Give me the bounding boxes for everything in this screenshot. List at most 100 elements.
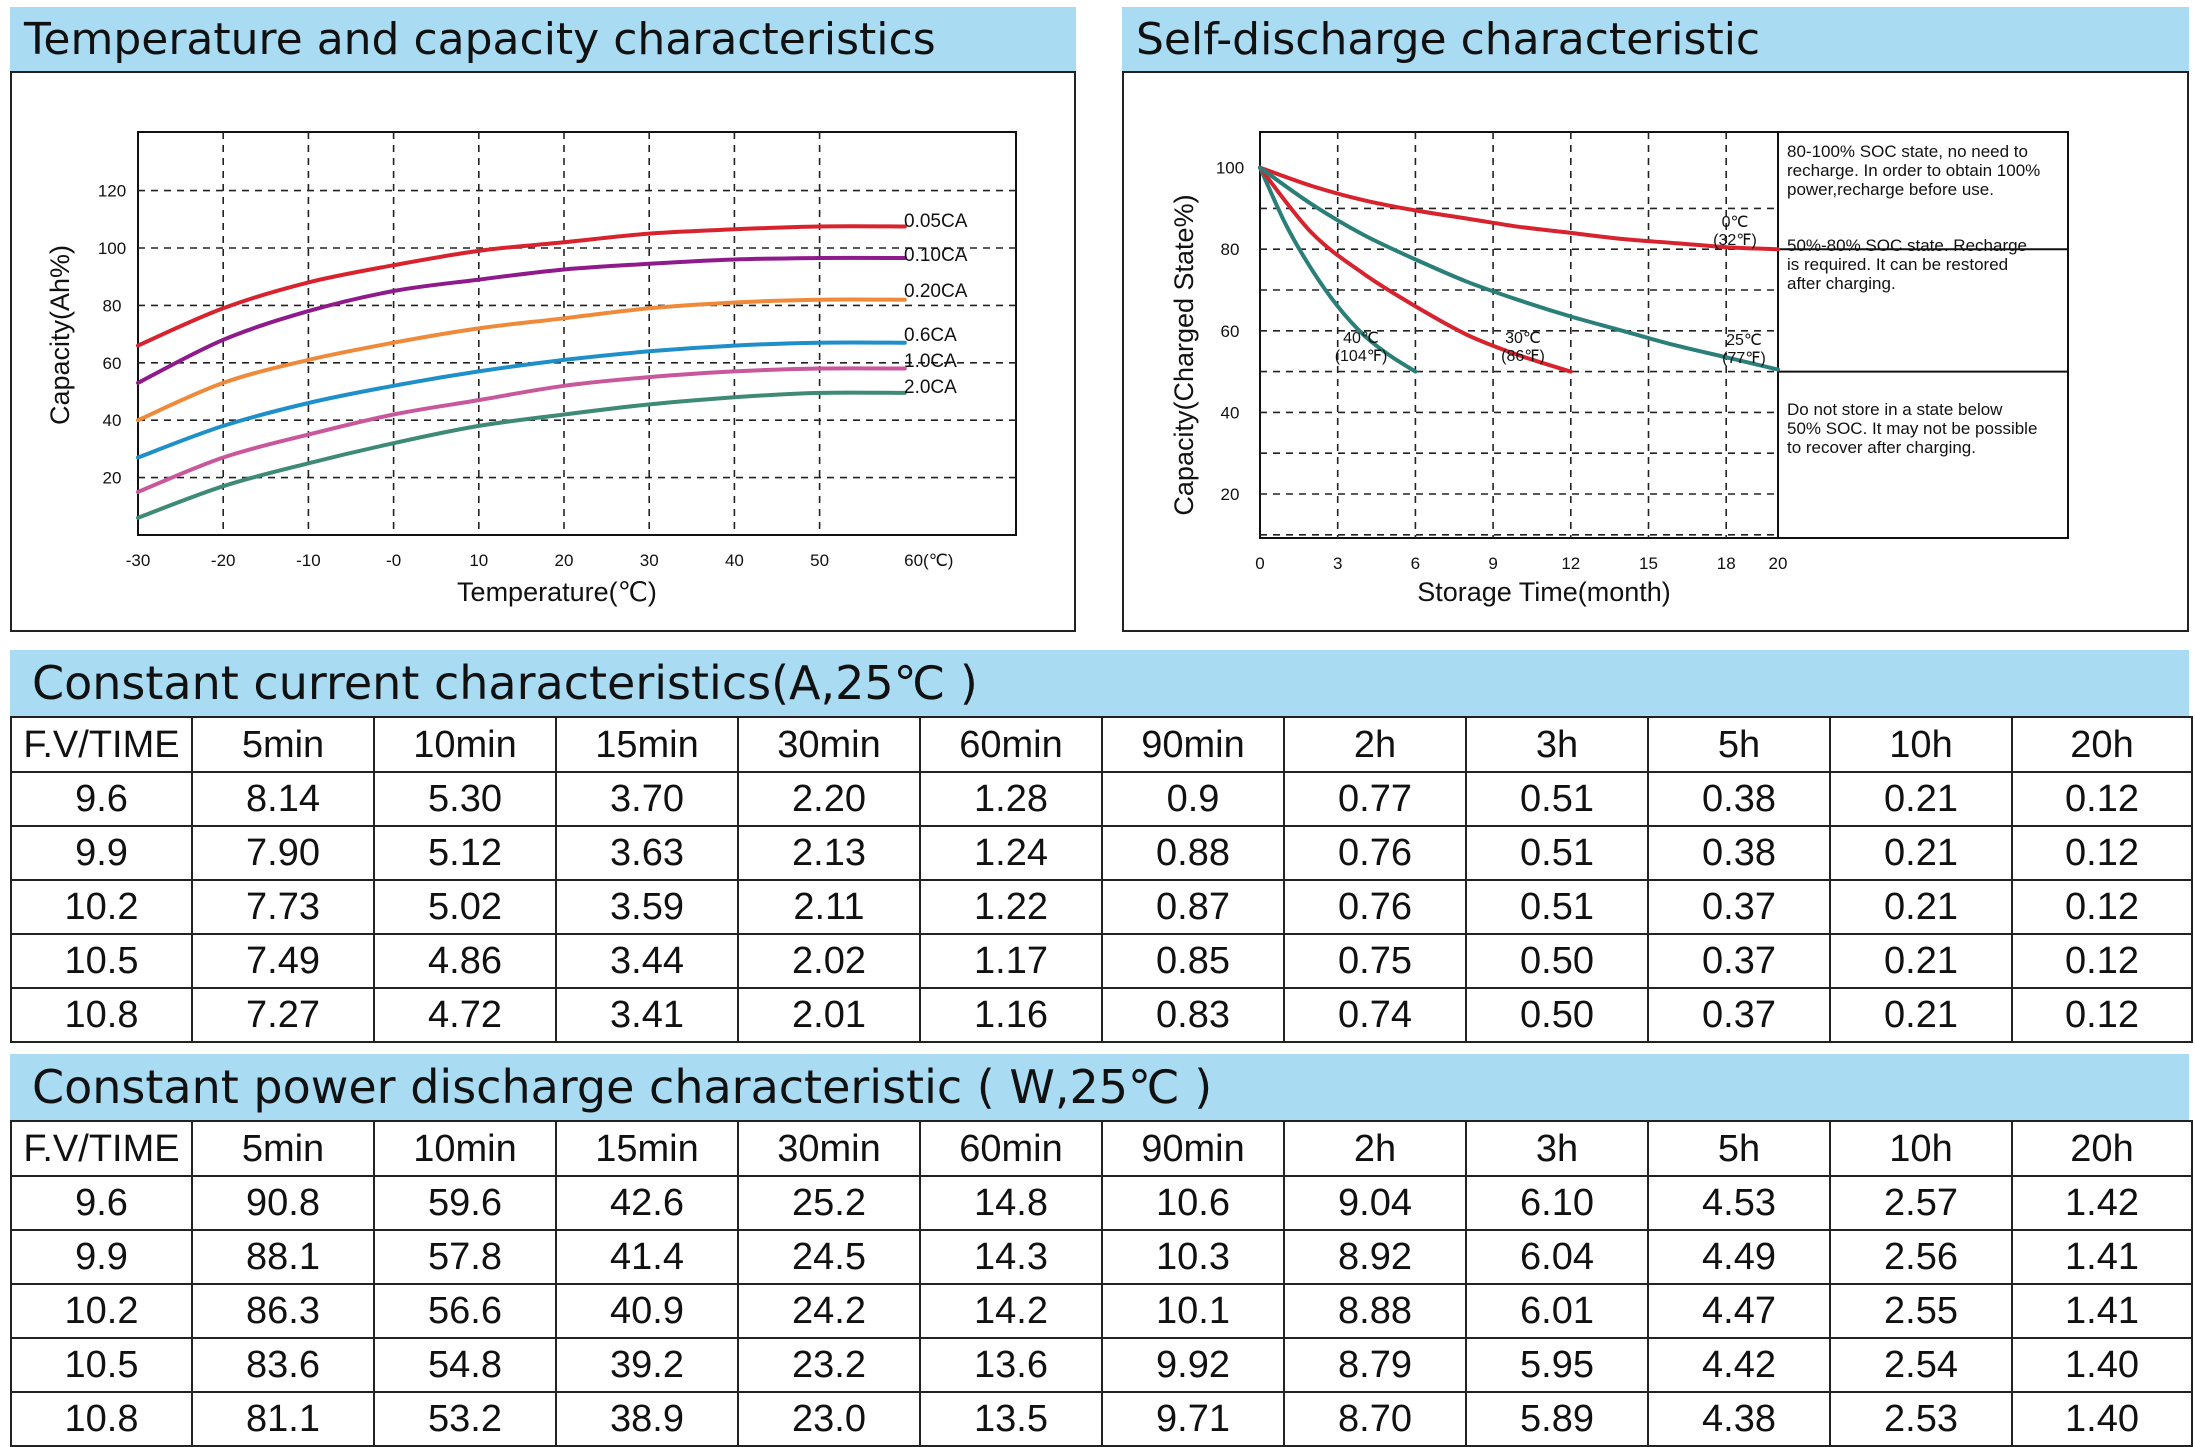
cp-title: Constant power discharge characteristic …	[32, 1060, 1213, 1114]
plot-frame	[137, 131, 1017, 536]
value-cell: 8.92	[1283, 1229, 1467, 1285]
value-cell: 0.50	[1465, 933, 1649, 989]
header-cell: 15min	[555, 1120, 739, 1177]
x-tick-label: 0	[1255, 554, 1264, 573]
series-label: (86℉)	[1501, 348, 1545, 365]
value-cell: 7.73	[191, 879, 375, 935]
value-cell: 1.41	[2011, 1283, 2193, 1339]
value-cell: 0.74	[1283, 987, 1467, 1043]
value-cell: 0.88	[1101, 825, 1285, 881]
value-cell: 9.92	[1101, 1337, 1285, 1393]
header-cell: F.V/TIME	[10, 716, 193, 773]
value-cell: 2.57	[1829, 1175, 2013, 1231]
value-cell: 4.86	[373, 933, 557, 989]
y-tick-label: 20	[103, 469, 122, 488]
value-cell: 0.12	[2011, 825, 2193, 881]
cp-title-bar: Constant power discharge characteristic …	[10, 1054, 2189, 1120]
note-text: is required. It can be restored	[1787, 255, 2008, 274]
note-text: 50%-80% SOC state. Recharge	[1787, 236, 2027, 255]
value-cell: 9.71	[1101, 1391, 1285, 1447]
value-cell: 4.53	[1647, 1175, 1831, 1231]
value-cell: 7.49	[191, 933, 375, 989]
value-cell: 24.5	[737, 1229, 921, 1285]
value-cell: 0.37	[1647, 933, 1831, 989]
self-discharge-title-bar: Self-discharge characteristic	[1122, 7, 2189, 71]
table-row: 10.8 7.27 4.72 3.41 2.01 1.16 0.83 0.74 0.50 0.37…	[10, 987, 2193, 1043]
value-cell: 1.17	[919, 933, 1103, 989]
value-cell: 0.83	[1101, 987, 1285, 1043]
value-cell: 1.41	[2011, 1229, 2193, 1285]
constant-current-table: F.V/TIME 5min 10min 15min 30min 60min 90min 2h 3…	[10, 716, 2193, 1043]
value-cell: 3.70	[555, 771, 739, 827]
series-label: (104℉)	[1335, 348, 1388, 365]
value-cell: 2.02	[737, 933, 921, 989]
value-cell: 2.13	[737, 825, 921, 881]
value-cell: 59.6	[373, 1175, 557, 1231]
value-cell: 0.12	[2011, 771, 2193, 827]
value-cell: 0.12	[2011, 879, 2193, 935]
value-cell: 0.75	[1283, 933, 1467, 989]
self-discharge-chart: 20 40 60 80 100 0 3 6 9 12 15 18 20 Storage Time(mont…	[1169, 131, 2069, 607]
value-cell: 38.9	[555, 1391, 739, 1447]
y-axis-label: Capacity(Charged State%)	[1169, 194, 1199, 515]
table-row: 9.6 8.14 5.30 3.70 2.20 1.28 0.9 0.77 0.51 0.38 0.…	[10, 771, 2193, 827]
series-line	[136, 297, 907, 423]
value-cell: 2.11	[737, 879, 921, 935]
header-cell: 30min	[737, 1120, 921, 1177]
value-cell: 1.40	[2011, 1337, 2193, 1393]
legend-label: 0.6CA	[904, 325, 957, 346]
value-cell: 1.28	[919, 771, 1103, 827]
voltage-cell: 10.8	[10, 1391, 193, 1447]
value-cell: 90.8	[191, 1175, 375, 1231]
x-tick-label: -10	[296, 551, 321, 570]
value-cell: 10.6	[1101, 1175, 1285, 1231]
value-cell: 1.22	[919, 879, 1103, 935]
value-cell: 0.21	[1829, 987, 2013, 1043]
value-cell: 57.8	[373, 1229, 557, 1285]
cc-title-bar: Constant current characteristics(A,25℃ )	[10, 650, 2189, 716]
legend-label: 1.0CA	[904, 351, 957, 372]
value-cell: 2.54	[1829, 1337, 2013, 1393]
cc-title: Constant current characteristics(A,25℃ )	[32, 656, 978, 710]
voltage-cell: 10.2	[10, 879, 193, 935]
value-cell: 13.5	[919, 1391, 1103, 1447]
x-tick-label: -30	[126, 551, 151, 570]
value-cell: 8.14	[191, 771, 375, 827]
value-cell: 5.12	[373, 825, 557, 881]
y-tick-label: 60	[1221, 322, 1240, 341]
header-cell: 3h	[1465, 1120, 1649, 1177]
value-cell: 0.21	[1829, 771, 2013, 827]
value-cell: 8.70	[1283, 1391, 1467, 1447]
value-cell: 54.8	[373, 1337, 557, 1393]
value-cell: 6.10	[1465, 1175, 1649, 1231]
value-cell: 6.04	[1465, 1229, 1649, 1285]
value-cell: 2.56	[1829, 1229, 2013, 1285]
table-row: 9.9 88.1 57.8 41.4 24.5 14.3 10.3 8.92 6.04 4.49 2…	[10, 1229, 2193, 1285]
x-tick-label: -0	[386, 551, 401, 570]
value-cell: 88.1	[191, 1229, 375, 1285]
voltage-cell: 9.6	[10, 1175, 193, 1231]
note-text: recharge. In order to obtain 100%	[1787, 161, 2040, 180]
value-cell: 1.24	[919, 825, 1103, 881]
value-cell: 2.20	[737, 771, 921, 827]
value-cell: 56.6	[373, 1283, 557, 1339]
value-cell: 5.95	[1465, 1337, 1649, 1393]
note-text: 80-100% SOC state, no need to	[1787, 142, 2028, 161]
y-tick-label: 100	[1216, 159, 1244, 178]
value-cell: 1.16	[919, 987, 1103, 1043]
value-cell: 41.4	[555, 1229, 739, 1285]
value-cell: 40.9	[555, 1283, 739, 1339]
value-cell: 5.02	[373, 879, 557, 935]
header-cell: 20h	[2011, 716, 2193, 773]
x-tick-label: 3	[1333, 554, 1342, 573]
x-tick-label: 50	[810, 551, 829, 570]
voltage-cell: 9.9	[10, 825, 193, 881]
header-cell: 5h	[1647, 716, 1831, 773]
value-cell: 1.42	[2011, 1175, 2193, 1231]
x-tick-label: 9	[1488, 554, 1497, 573]
legend-label: 0.05CA	[904, 211, 968, 232]
value-cell: 42.6	[555, 1175, 739, 1231]
value-cell: 2.55	[1829, 1283, 2013, 1339]
voltage-cell: 10.8	[10, 987, 193, 1043]
table-header-row: F.V/TIME 5min 10min 15min 30min 60min 90min 2h 3…	[10, 716, 2193, 773]
